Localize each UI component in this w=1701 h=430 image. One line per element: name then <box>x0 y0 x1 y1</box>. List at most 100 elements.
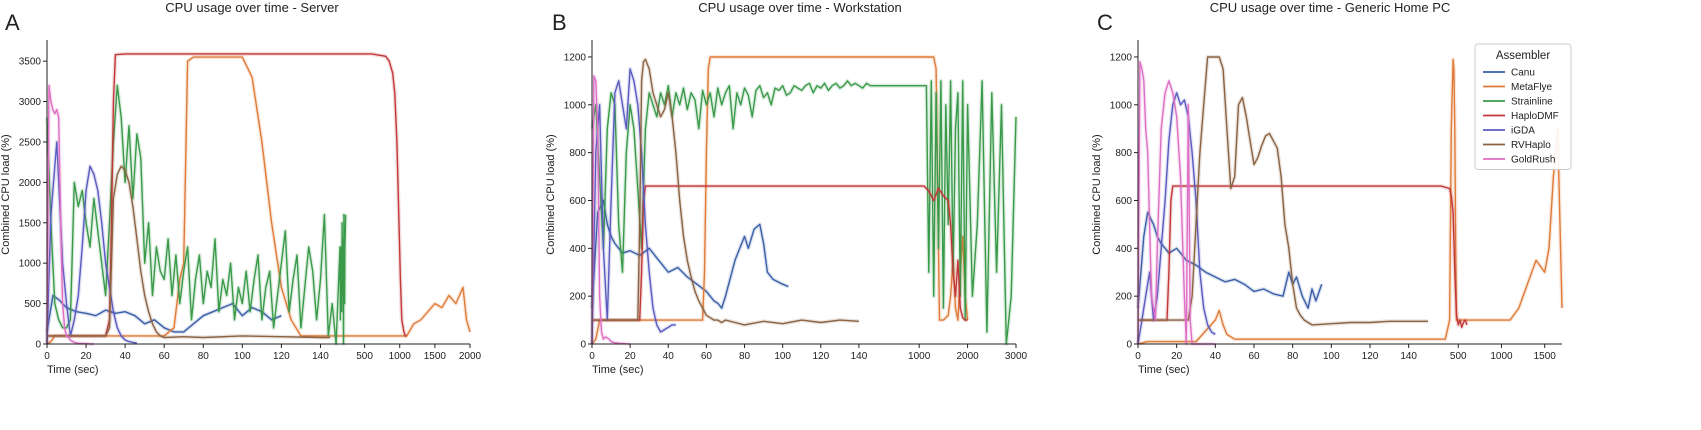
series-line-igda <box>46 141 138 345</box>
panel-letter: A <box>5 10 20 35</box>
y-tick-label: 0 <box>35 340 41 351</box>
series-line-haplodmf <box>1138 185 1468 328</box>
y-tick-label: 600 <box>569 196 586 207</box>
x-tick-label: 1500 <box>1534 351 1557 362</box>
series-line-goldrush <box>591 75 631 345</box>
x-tick-label: 2000 <box>956 351 979 362</box>
series-line-canu <box>1137 211 1323 309</box>
x-tick-label: 80 <box>198 351 210 362</box>
series-group <box>590 55 1018 346</box>
series-line-rvhaplo <box>592 58 859 326</box>
x-tick-label: 20 <box>1171 351 1183 362</box>
x-tick-label: 140 <box>1400 351 1417 362</box>
y-axis-label: Combined CPU load (%) <box>1091 134 1103 254</box>
x-tick-label: 3000 <box>1005 351 1028 362</box>
legend-label-goldrush: GoldRush <box>1511 155 1555 166</box>
legend-label-canu: Canu <box>1511 68 1535 79</box>
x-tick-label: 1500 <box>424 351 447 362</box>
x-tick-label: 60 <box>159 351 171 362</box>
panel-letter: C <box>1097 10 1113 35</box>
legend-title: Assembler <box>1496 50 1550 62</box>
x-tick-label: 500 <box>356 351 373 362</box>
series-line-strainline <box>46 84 347 345</box>
x-tick-label: 20 <box>625 351 637 362</box>
x-tick-label: 500 <box>1450 351 1467 362</box>
series-line-igda <box>591 68 676 345</box>
x-tick-label: 1000 <box>908 351 931 362</box>
y-axis-label: Combined CPU load (%) <box>545 134 557 254</box>
series-line-canu <box>591 199 789 309</box>
series-line-metaflye <box>1137 58 1563 345</box>
y-tick-label: 0 <box>1126 340 1132 351</box>
x-tick-label: 120 <box>1362 351 1379 362</box>
y-tick-label: 1000 <box>564 100 587 111</box>
y-tick-label: 400 <box>569 244 586 255</box>
x-tick-label: 120 <box>273 351 290 362</box>
panel-title: CPU usage over time - Generic Home PC <box>1210 0 1451 15</box>
x-tick-label: 120 <box>812 351 829 362</box>
y-tick-label: 2000 <box>19 178 42 189</box>
panel-letter: B <box>552 10 567 35</box>
x-tick-label: 0 <box>44 351 50 362</box>
legend-label-haplodmf: HaploDMF <box>1511 111 1559 122</box>
y-tick-label: 3500 <box>19 57 42 68</box>
legend-label-metaflye: MetaFlye <box>1511 82 1553 93</box>
y-tick-label: 1000 <box>1110 100 1133 111</box>
x-axis-label: Time (sec) <box>47 364 99 376</box>
series-line-metaflye <box>46 56 471 345</box>
series-group <box>1136 55 1564 346</box>
y-tick-label: 800 <box>1115 148 1132 159</box>
y-tick-label: 0 <box>580 340 586 351</box>
legend-label-rvhaplo: RVHaplo <box>1511 140 1551 151</box>
y-tick-label: 3000 <box>19 97 42 108</box>
y-tick-label: 600 <box>1115 196 1132 207</box>
x-tick-label: 0 <box>1135 351 1141 362</box>
x-tick-label: 0 <box>589 351 595 362</box>
x-tick-label: 20 <box>81 351 93 362</box>
y-tick-label: 2500 <box>19 137 42 148</box>
x-tick-label: 40 <box>120 351 132 362</box>
y-tick-label: 400 <box>1115 244 1132 255</box>
y-tick-label: 200 <box>569 292 586 303</box>
x-tick-label: 1000 <box>389 351 412 362</box>
x-tick-label: 100 <box>774 351 791 362</box>
x-tick-label: 140 <box>312 351 329 362</box>
y-tick-label: 200 <box>1115 292 1132 303</box>
y-tick-label: 800 <box>569 148 586 159</box>
y-tick-label: 1200 <box>564 52 587 63</box>
x-tick-label: 80 <box>1287 351 1299 362</box>
series-line-haplodmf <box>47 53 407 337</box>
x-tick-label: 100 <box>234 351 251 362</box>
x-tick-label: 80 <box>739 351 751 362</box>
legend-label-strainline: Strainline <box>1511 97 1553 108</box>
series-band-strainline <box>45 83 348 346</box>
y-tick-label: 1500 <box>19 218 42 229</box>
x-axis-label: Time (sec) <box>1138 364 1190 376</box>
panel-c: C CPU usage over time - Generic Home PC 0 2… <box>1091 0 1564 376</box>
legend-label-igda: iGDA <box>1511 126 1535 137</box>
x-tick-label: 60 <box>1248 351 1260 362</box>
series-line-canu <box>46 294 282 333</box>
x-tick-label: 40 <box>1210 351 1222 362</box>
x-tick-label: 40 <box>663 351 675 362</box>
x-tick-label: 100 <box>1323 351 1340 362</box>
panel-title: CPU usage over time - Server <box>165 0 339 15</box>
y-axis-label: Combined CPU load (%) <box>0 134 12 254</box>
x-tick-label: 60 <box>701 351 713 362</box>
panel-title: CPU usage over time - Workstation <box>698 0 902 15</box>
series-line-rvhaplo <box>1138 56 1428 326</box>
x-tick-label: 2000 <box>459 351 482 362</box>
x-tick-label: 140 <box>851 351 868 362</box>
x-tick-label: 1000 <box>1490 351 1513 362</box>
series-group <box>45 51 472 346</box>
legend-box <box>1474 43 1572 170</box>
y-tick-label: 1200 <box>1110 52 1133 63</box>
series-line-strainline <box>591 80 1017 345</box>
series-band-canu <box>45 293 283 334</box>
series-line-metaflye <box>591 56 969 345</box>
y-tick-label: 500 <box>24 299 41 310</box>
